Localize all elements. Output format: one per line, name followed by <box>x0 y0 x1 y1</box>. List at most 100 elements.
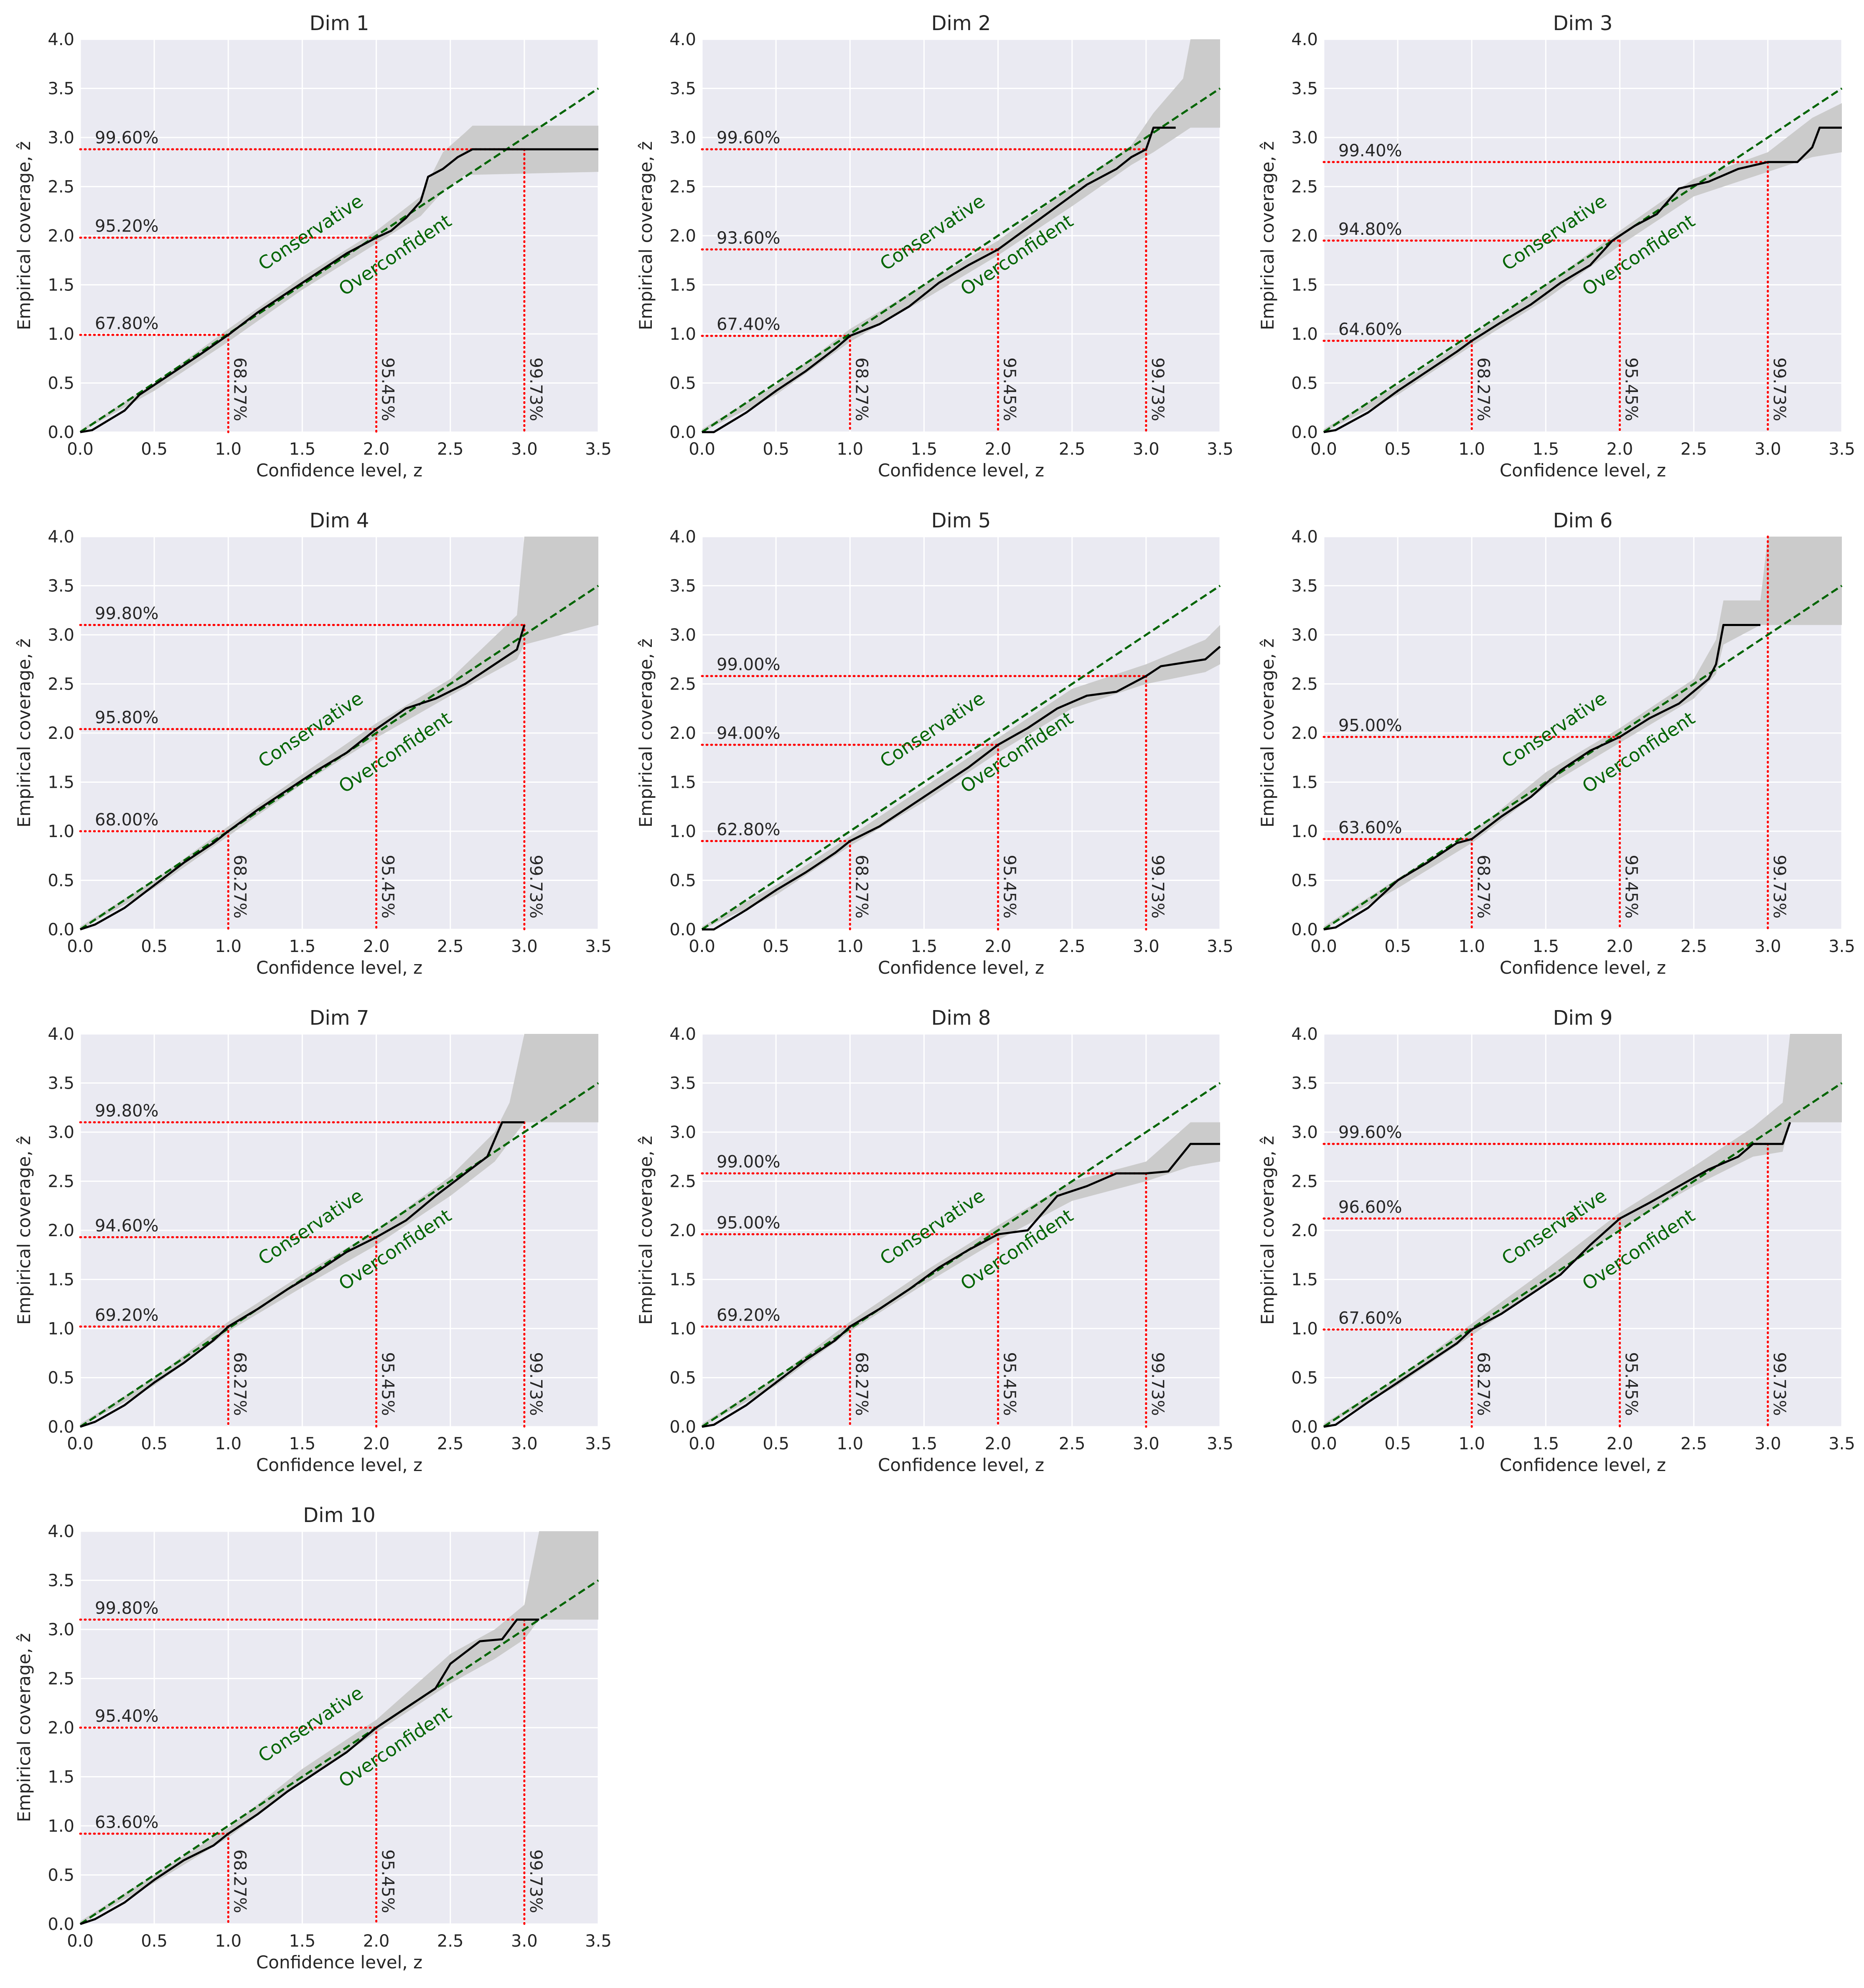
x-tick-label: 3.5 <box>585 1434 612 1453</box>
y-tick-label: 1.5 <box>48 276 74 295</box>
subplot-dim-4: 68.00%95.80%99.80%68.27% 95.45% 99.73%Cons… <box>14 509 612 978</box>
y-axis-label: Empirical coverage, ẑ <box>636 639 656 827</box>
y-tick-label: 1.5 <box>48 1270 74 1290</box>
y-tick-label: 1.5 <box>1291 276 1318 295</box>
confidence-label: 99.73% <box>1148 855 1167 919</box>
y-tick-label: 1.0 <box>1291 1319 1318 1339</box>
x-tick-label: 3.5 <box>585 1932 612 1951</box>
confidence-label: 99.73% <box>526 1352 545 1416</box>
x-tick-label: 1.0 <box>837 1434 863 1453</box>
ideal-diagonal-line <box>1323 1082 1843 1428</box>
y-tick-label: 0.5 <box>48 1369 74 1388</box>
x-tick-label: 0.0 <box>67 440 94 459</box>
x-tick-label: 3.0 <box>511 440 538 459</box>
x-tick-label: 3.0 <box>1133 440 1160 459</box>
y-tick-label: 4.0 <box>1291 527 1318 547</box>
y-tick-label: 2.5 <box>1291 178 1318 197</box>
y-tick-label: 3.0 <box>669 1123 696 1142</box>
x-axis-label: Confidence level, z <box>1500 957 1666 978</box>
x-tick-label: 2.0 <box>363 1932 390 1951</box>
y-tick-label: 0.5 <box>48 1866 74 1885</box>
coverage-curve <box>80 624 526 931</box>
y-tick-label: 0.0 <box>1291 423 1318 442</box>
x-axis-label: Confidence level, z <box>256 460 422 481</box>
y-tick-label: 4.0 <box>48 30 74 49</box>
y-tick-label: 1.0 <box>669 822 696 841</box>
x-tick-label: 1.5 <box>289 1932 316 1951</box>
y-tick-label: 0.0 <box>669 423 696 442</box>
x-tick-label: 3.5 <box>1828 1434 1855 1453</box>
ideal-diagonal-line <box>79 1579 599 1925</box>
x-tick-label: 0.0 <box>1310 1434 1337 1453</box>
x-tick-label: 1.5 <box>1533 440 1559 459</box>
x-axis-label: Confidence level, z <box>878 1455 1044 1475</box>
y-tick-label: 3.5 <box>48 1074 74 1093</box>
x-tick-label: 1.0 <box>837 937 863 956</box>
y-tick-label: 0.0 <box>48 1418 74 1437</box>
y-tick-label: 1.0 <box>669 325 696 344</box>
y-tick-label: 2.5 <box>48 1670 74 1689</box>
y-tick-label: 2.0 <box>1291 1221 1318 1240</box>
coverage-label: 63.60% <box>95 1813 159 1832</box>
y-tick-label: 1.0 <box>48 1319 74 1339</box>
y-tick-label: 2.0 <box>1291 724 1318 743</box>
coverage-label: 99.80% <box>95 1102 159 1121</box>
subplot-title: Dim 9 <box>1553 1006 1613 1030</box>
y-tick-label: 1.5 <box>1291 1270 1318 1290</box>
coverage-label: 95.40% <box>95 1707 159 1726</box>
subplot-dim-9: 67.60%96.60%99.60%68.27% 95.45% 99.73%Cons… <box>1257 1006 1855 1475</box>
x-tick-label: 0.5 <box>763 440 789 459</box>
y-tick-label: 3.5 <box>48 1571 74 1591</box>
y-tick-label: 1.0 <box>1291 325 1318 344</box>
x-tick-label: 1.5 <box>289 1434 316 1453</box>
y-tick-label: 2.0 <box>669 724 696 743</box>
x-tick-label: 0.5 <box>1384 440 1411 459</box>
coverage-curve <box>1323 127 1842 433</box>
confidence-label: 95.45% <box>378 357 397 421</box>
subplot-dim-6: 63.60%95.00%68.27% 95.45% 99.73%Conservati… <box>1257 509 1855 978</box>
y-tick-label: 3.0 <box>1291 1123 1318 1142</box>
confidence-label: 99.73% <box>1770 357 1789 421</box>
y-tick-label: 1.0 <box>669 1319 696 1339</box>
coverage-label: 63.60% <box>1338 818 1402 837</box>
x-tick-label: 2.5 <box>437 1434 464 1453</box>
y-tick-label: 2.5 <box>1291 1172 1318 1191</box>
confidence-label: 99.73% <box>526 1849 545 1913</box>
confidence-label: 95.45% <box>1622 855 1641 919</box>
confidence-label: 68.27% <box>852 357 871 421</box>
x-tick-label: 0.5 <box>763 937 789 956</box>
x-tick-label: 2.5 <box>1059 937 1086 956</box>
x-tick-label: 3.5 <box>1828 937 1855 956</box>
y-tick-label: 4.0 <box>48 1025 74 1044</box>
coverage-curve <box>702 1143 1220 1428</box>
coverage-label: 99.60% <box>717 128 781 148</box>
coverage-label: 94.80% <box>1338 220 1402 239</box>
x-tick-label: 2.0 <box>363 937 390 956</box>
coverage-label: 64.60% <box>1338 320 1402 339</box>
confidence-band <box>80 1034 598 1427</box>
y-tick-label: 0.5 <box>48 871 74 891</box>
confidence-label: 68.27% <box>1473 357 1493 421</box>
y-tick-label: 3.0 <box>48 626 74 645</box>
x-tick-label: 3.5 <box>1828 440 1855 459</box>
y-tick-label: 3.5 <box>1291 577 1318 596</box>
y-tick-label: 2.0 <box>669 1221 696 1240</box>
x-tick-label: 0.0 <box>67 937 94 956</box>
x-tick-label: 1.5 <box>911 440 938 459</box>
y-axis-label: Empirical coverage, ẑ <box>14 1136 34 1325</box>
confidence-band <box>1324 1034 1842 1427</box>
y-tick-label: 0.5 <box>1291 871 1318 891</box>
coverage-label: 99.00% <box>717 1153 781 1172</box>
confidence-label: 99.73% <box>1770 855 1789 919</box>
confidence-label: 95.45% <box>1000 855 1019 919</box>
confidence-label: 99.73% <box>526 357 545 421</box>
y-axis-label: Empirical coverage, ẑ <box>14 1633 34 1822</box>
y-tick-label: 2.0 <box>48 227 74 246</box>
y-tick-label: 2.5 <box>669 1172 696 1191</box>
subplot-title: Dim 3 <box>1553 12 1613 35</box>
y-tick-label: 3.5 <box>1291 1074 1318 1093</box>
x-tick-label: 2.5 <box>437 1932 464 1951</box>
coverage-label: 99.80% <box>95 604 159 624</box>
y-tick-label: 1.5 <box>669 276 696 295</box>
subplot-dim-3: 64.60%94.80%99.40%68.27% 95.45% 99.73%Cons… <box>1257 12 1855 481</box>
